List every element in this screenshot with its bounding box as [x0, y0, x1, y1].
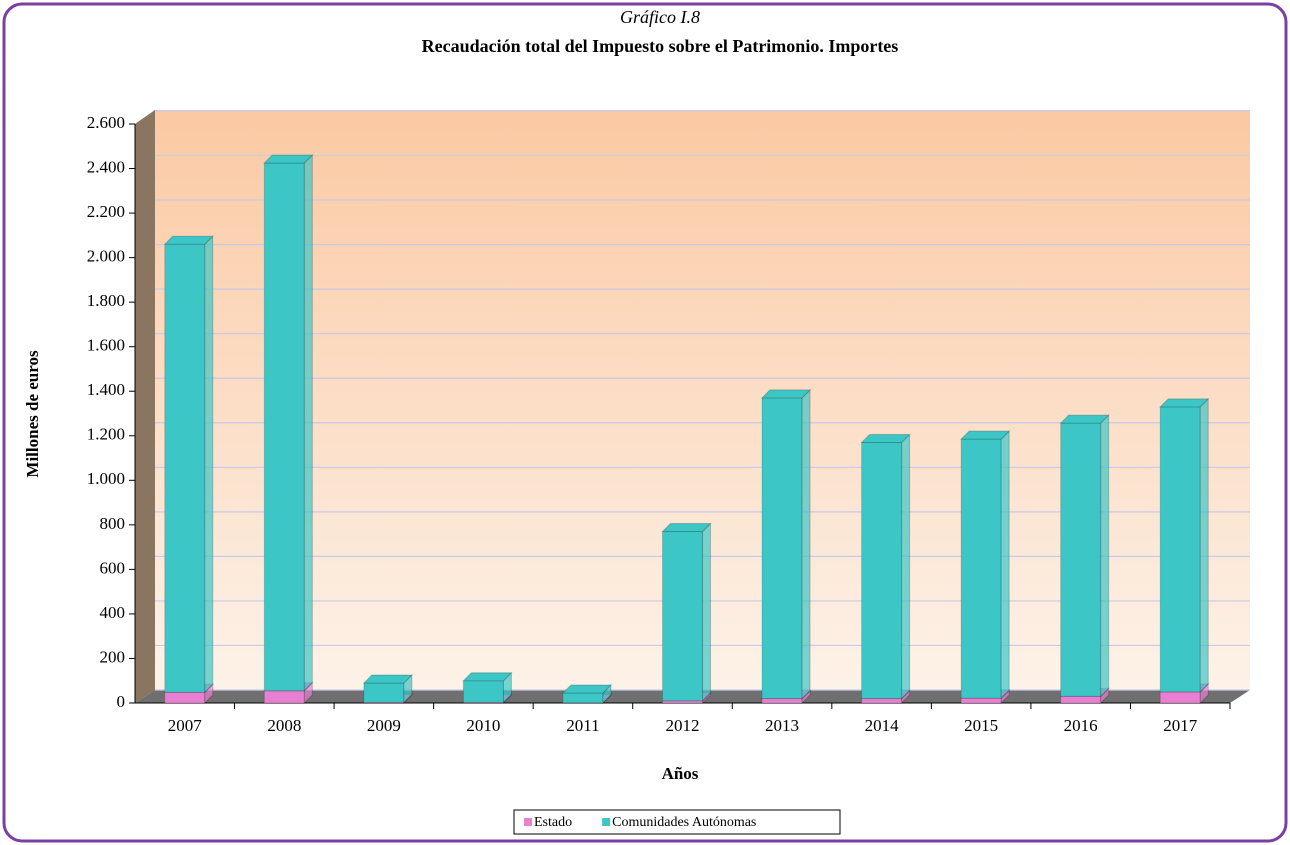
- bar-segment: [861, 441, 903, 700]
- x-tick-label: 2013: [765, 716, 799, 735]
- y-tick-label: 1.600: [87, 336, 125, 355]
- y-tick-label: 2.200: [87, 202, 125, 221]
- bar-top: [959, 430, 1011, 440]
- bar-segment: [263, 162, 305, 692]
- x-tick-label: 2007: [168, 716, 203, 735]
- bar-side: [901, 433, 911, 700]
- chart-subtitle: Gráfico I.8: [620, 7, 700, 27]
- bar-top: [1059, 414, 1110, 424]
- y-tick-label: 0: [117, 692, 126, 711]
- y-tick-label: 1.800: [87, 291, 125, 310]
- legend: Estado Comunidades Autónomas: [524, 815, 756, 830]
- x-tick-label: 2011: [566, 716, 599, 735]
- bar-side: [702, 522, 711, 702]
- bar-side: [403, 673, 413, 704]
- x-tick-label: 2016: [1064, 716, 1098, 735]
- bar-side: [303, 681, 313, 705]
- bar-segment: [960, 697, 1002, 704]
- bar-side: [1199, 682, 1209, 705]
- bar-side: [502, 671, 512, 704]
- bar-segment: [1060, 695, 1102, 704]
- bar-side: [1100, 413, 1110, 698]
- bar-segment: [761, 698, 803, 704]
- bar-side: [1000, 429, 1010, 700]
- bar-segment: [562, 692, 604, 704]
- y-tick-label: 400: [100, 603, 126, 622]
- x-axis-title: Años: [662, 764, 699, 783]
- x-tick-label: 2017: [1163, 716, 1198, 735]
- x-tick-label: 2014: [865, 716, 900, 735]
- y-tick-label: 600: [100, 558, 126, 577]
- bar-top: [561, 684, 613, 694]
- bar-top: [362, 674, 414, 684]
- legend-swatch: [602, 818, 611, 826]
- bar-segment: [363, 682, 405, 703]
- bar-segment: [1159, 691, 1201, 704]
- y-tick-label: 2.600: [87, 113, 125, 132]
- bar-side: [403, 693, 413, 705]
- bar-segment: [1060, 422, 1102, 697]
- legend-box: [513, 809, 841, 835]
- bar-top: [263, 154, 314, 164]
- y-tick-label: 1.400: [87, 380, 125, 399]
- bar-side: [1199, 397, 1209, 694]
- legend-label: Comunidades Autónomas: [612, 815, 756, 830]
- y-tick-label: 1.200: [87, 425, 125, 444]
- y-tick-label: 2.000: [87, 247, 125, 266]
- bar-segment: [960, 438, 1002, 699]
- bar-segment: [761, 397, 803, 700]
- bar-top: [661, 523, 712, 533]
- bar-top: [462, 672, 513, 682]
- bar-top: [760, 389, 812, 399]
- bar-segment: [263, 690, 305, 704]
- y-tick-label: 2.400: [87, 157, 125, 176]
- bar-top: [163, 235, 214, 245]
- x-tick-label: 2009: [367, 716, 401, 735]
- bar-segment: [462, 680, 504, 703]
- chart-title: Recaudación total del Impuesto sobre el …: [422, 36, 899, 56]
- y-tick-label: 200: [100, 647, 126, 666]
- x-tick-label: 2008: [267, 716, 301, 735]
- x-tick-label: 2010: [466, 716, 500, 735]
- bar-segment: [1159, 406, 1201, 693]
- y-axis-title: Millones de euros: [23, 350, 42, 478]
- legend-swatch: [524, 818, 532, 826]
- bar-segment: [164, 243, 206, 693]
- bar-segment: [861, 698, 903, 704]
- legend-label: Estado: [534, 815, 572, 830]
- x-tick-label: 2012: [666, 716, 700, 735]
- side-wall: [135, 110, 155, 703]
- bar-top: [860, 433, 911, 443]
- bar-side: [801, 388, 811, 700]
- y-tick-label: 1.000: [87, 469, 125, 488]
- bar-side: [204, 683, 214, 705]
- bar-segment: [662, 531, 703, 702]
- bar-side: [502, 693, 512, 705]
- x-tick-label: 2015: [964, 716, 998, 735]
- bar-top: [1159, 398, 1210, 408]
- y-tick-label: 800: [100, 514, 126, 533]
- bar-side: [204, 235, 214, 694]
- bar-side: [303, 153, 313, 692]
- bar-side: [1100, 687, 1110, 705]
- bar-segment: [164, 691, 206, 704]
